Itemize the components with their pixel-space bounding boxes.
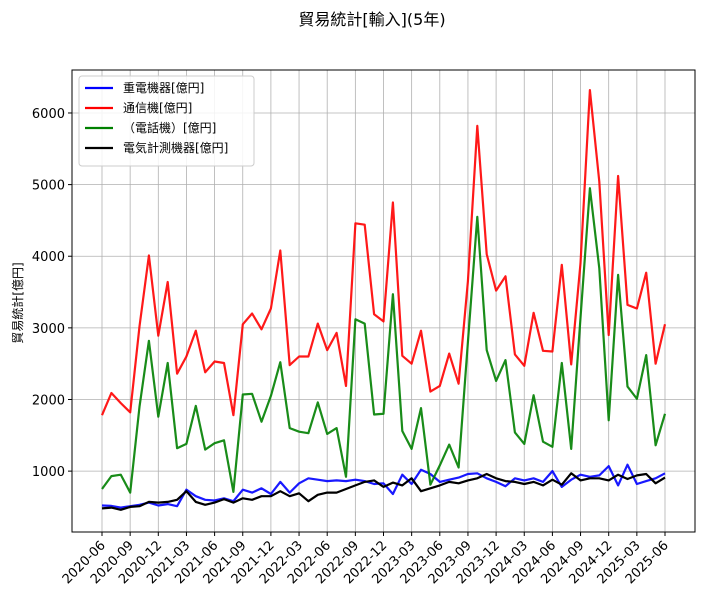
- y-tick-label: 2000: [32, 393, 65, 408]
- legend-label: 通信機[億円]: [123, 100, 192, 115]
- series-line-2: [101, 187, 667, 494]
- chart-title: 貿易統計[輸入](5年): [298, 10, 445, 29]
- y-tick-label: 3000: [32, 322, 65, 337]
- y-tick-label: 1000: [32, 465, 65, 480]
- series-layer: [100, 88, 667, 511]
- x-axis: 2020-062020-092020-122021-032021-062021-…: [60, 532, 672, 587]
- y-axis-label: 貿易統計[億円]: [10, 262, 25, 343]
- series-line-1: [100, 88, 667, 417]
- y-tick-label: 5000: [32, 179, 65, 194]
- legend-label: 電気計測機器[億円]: [123, 140, 228, 155]
- legend-box: [78, 75, 255, 167]
- legend-label: （電話機）[億円]: [123, 120, 216, 135]
- y-tick-label: 4000: [32, 250, 65, 265]
- legend-label: 重電機器[億円]: [123, 80, 204, 95]
- series-line-0: [101, 463, 666, 509]
- series-line-3: [101, 472, 666, 511]
- legend: 重電機器[億円] 通信機[億円] （電話機）[億円] 電気計測機器[億円]: [78, 75, 255, 167]
- y-axis: 1000 2000 3000 4000 5000 6000: [32, 107, 72, 480]
- y-tick-label: 6000: [32, 107, 65, 122]
